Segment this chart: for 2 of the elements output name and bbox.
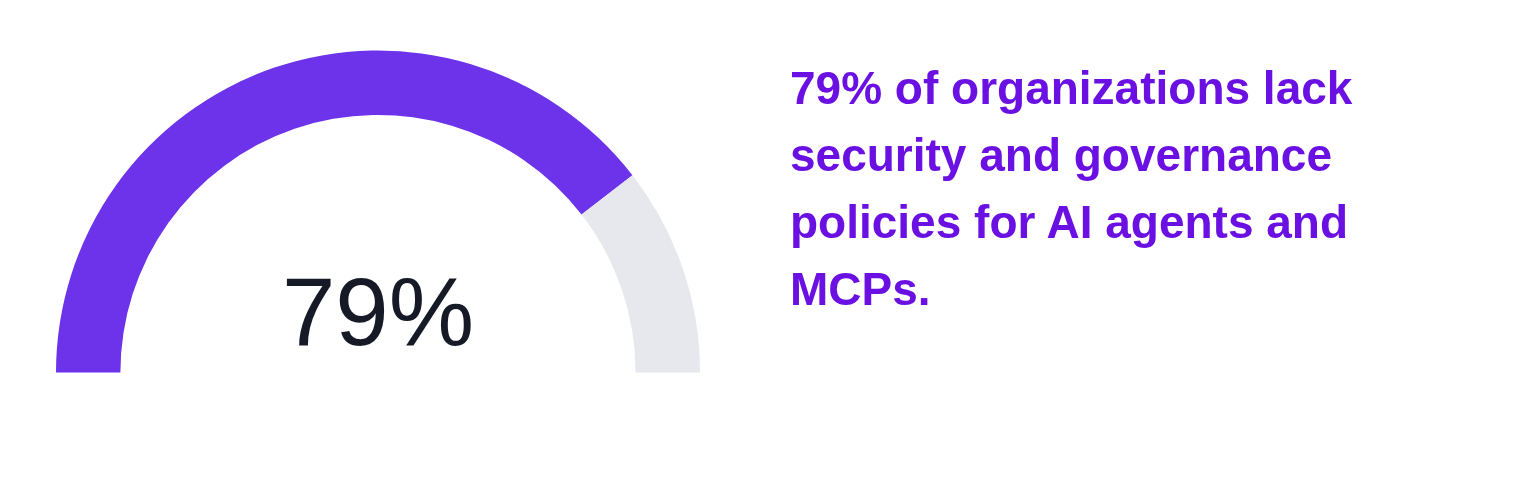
data-label: 79%: [281, 257, 475, 365]
text: 79% of organizations lack security and governance policies for AI agents and MCPs.: [790, 61, 1354, 317]
